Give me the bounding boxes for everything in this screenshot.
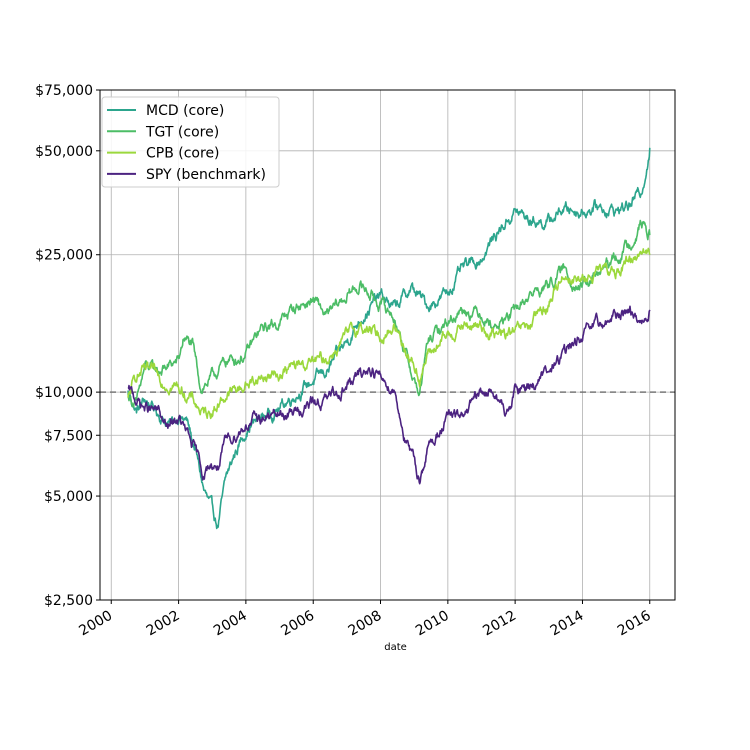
y-axis: $2,500 $5,000 $7,500 $10,000 $25,000 $50,000 $… [35, 83, 100, 609]
y-tick-label: $5,000 [44, 489, 93, 505]
legend-box [101, 96, 280, 188]
y-tick-label: $7,500 [44, 428, 93, 444]
x-axis-label: date [384, 642, 407, 653]
legend-entry-label: CPB (core) [146, 146, 220, 162]
series-line-mcd [127, 147, 651, 530]
legend-entry-label: SPY (benchmark) [146, 167, 266, 183]
y-tick-label: $25,000 [35, 248, 93, 264]
y-tick-label: $50,000 [35, 144, 93, 160]
legend-entry-label: MCD (core) [146, 103, 224, 119]
y-tick-label: $75,000 [35, 83, 93, 99]
plot-frame [99, 89, 676, 601]
series-line-cpb [127, 247, 651, 420]
y-tick-label: $2,500 [44, 593, 93, 609]
series-line-tgt [127, 219, 651, 408]
y-tick-label: $10,000 [35, 385, 93, 401]
legend-entry-label: TGT (core) [145, 124, 219, 140]
legend: MCD (core) TGT (core) CPB (core) SPY (bench… [101, 96, 280, 188]
series-line-spy [127, 305, 651, 485]
series-layer [127, 147, 651, 530]
